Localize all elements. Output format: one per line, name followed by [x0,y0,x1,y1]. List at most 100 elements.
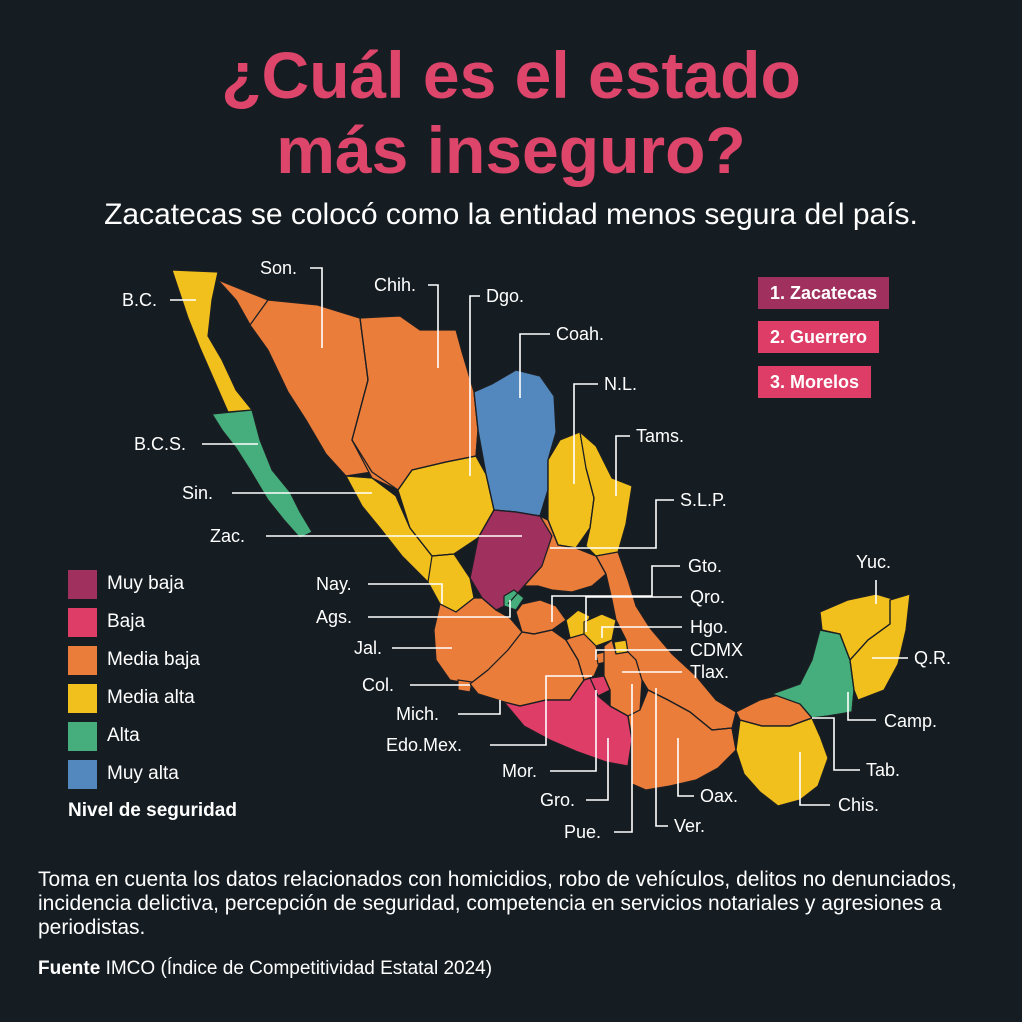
source-label: Fuente [38,958,101,979]
legend-item-alta: Alta [68,717,200,755]
leader-line [368,600,511,618]
label-hgo: Hgo. [690,617,728,637]
state-bc [171,269,254,413]
title-line-1: ¿Cuál es el estado [221,38,801,112]
leader-line [595,649,682,660]
label-tab: Tab. [866,760,900,780]
legend-label: Muy baja [107,573,185,594]
label-yuc: Yuc. [856,552,891,572]
leader-line [507,565,543,605]
methodology-note: Toma en cuenta los datos relacionados co… [38,868,957,939]
legend-swatch [68,645,97,675]
leader-line [469,537,523,633]
state-gto [515,599,567,635]
legend-swatch [68,683,97,713]
label-col: Col. [362,675,394,695]
label-bcs: B.C.S. [134,434,186,454]
leader-line [575,467,595,549]
label-gto: Gto. [688,556,722,576]
state-chis [735,717,829,807]
label-gro: Gro. [540,790,575,810]
legend-label: Alta [107,725,140,746]
leader-line [395,455,495,557]
state-ags [503,589,525,611]
states-layer [171,269,911,807]
legend-label: Baja [107,611,146,632]
label-nay: Nay. [316,574,352,594]
state-bcs [210,409,313,539]
leader-line [235,299,269,326]
legend-title: Nivel de seguridad [68,800,237,821]
leader-line [565,609,627,641]
leader-line [469,295,480,476]
legend-item-muy-alta: Muy alta [68,755,200,793]
label-camp: Camp. [884,711,937,731]
leader-line [847,692,876,721]
label-coah: Coah. [556,324,604,344]
leader-line [493,509,607,575]
label-chih: Chih. [374,275,416,295]
leader-line [586,738,609,801]
state-col [457,679,473,693]
label-zac: Zac. [210,526,245,546]
leader-line [849,600,891,661]
leader-line [519,333,550,398]
leader-line [458,700,501,715]
leader-line [614,684,633,833]
label-sin: Sin. [182,483,213,503]
legend-item-baja: Baja [68,603,200,641]
label-slp: S.L.P. [680,490,727,510]
leader-line [655,688,668,827]
leader-line [641,679,737,751]
label-qroo: Q.R. [914,648,951,668]
leader-line [551,565,680,622]
label-qro: Qro. [690,587,725,607]
rank-1-badge: 1. Zacatecas [758,277,890,309]
rank-3-badge: 3. Morelos [758,366,872,398]
leader-line [573,383,598,484]
leader-line [490,675,592,746]
label-son: Son. [260,258,297,278]
legend-item-media-alta: Media alta [68,679,200,717]
legend-swatch [68,569,97,599]
leader-line [677,738,694,797]
leader-line [428,284,439,368]
label-tams: Tams. [636,426,684,446]
legend-swatch [68,759,97,789]
leader-line [310,267,323,348]
label-nl: N.L. [604,374,637,394]
legend: Muy baja Baja Media baja Media alta Alta… [68,565,200,793]
legend-label: Media alta [107,687,195,708]
title-line-2: más inseguro? [276,113,746,187]
subtitle: Zacatecas se colocó como la entidad meno… [104,198,918,231]
legend-swatch [68,721,97,751]
leader-line [550,499,674,549]
label-cdmx: CDMX [690,640,743,660]
label-chis: Chis. [838,795,879,815]
leader-line [317,304,479,491]
label-ver: Ver. [674,816,705,836]
label-edomex: Edo.Mex. [386,735,462,755]
label-ags: Ags. [316,607,352,627]
label-tlax: Tlax. [690,662,729,682]
leader-line [601,626,682,638]
legend-label: Media baja [107,649,200,670]
leader-line [539,460,549,517]
leader-line [615,435,630,496]
source-text: IMCO (Índice de Competitividad Estatal 2… [105,958,493,979]
label-mich: Mich. [396,704,439,724]
legend-label: Muy alta [107,763,179,784]
leader-line [799,752,830,806]
rank-2-badge: 2. Guerrero [758,321,880,353]
label-pue: Pue. [564,822,601,842]
legend-item-media-baja: Media baja [68,641,200,679]
label-dgo: Dgo. [486,286,524,306]
leader-line [368,583,443,604]
source-line: Fuente IMCO (Índice de Competitividad Es… [38,958,492,980]
legend-swatch [68,607,97,637]
label-mor: Mor. [502,761,537,781]
leader-line [812,717,860,771]
legend-item-muy-baja: Muy baja [68,565,200,603]
label-bc: B.C. [122,290,157,310]
